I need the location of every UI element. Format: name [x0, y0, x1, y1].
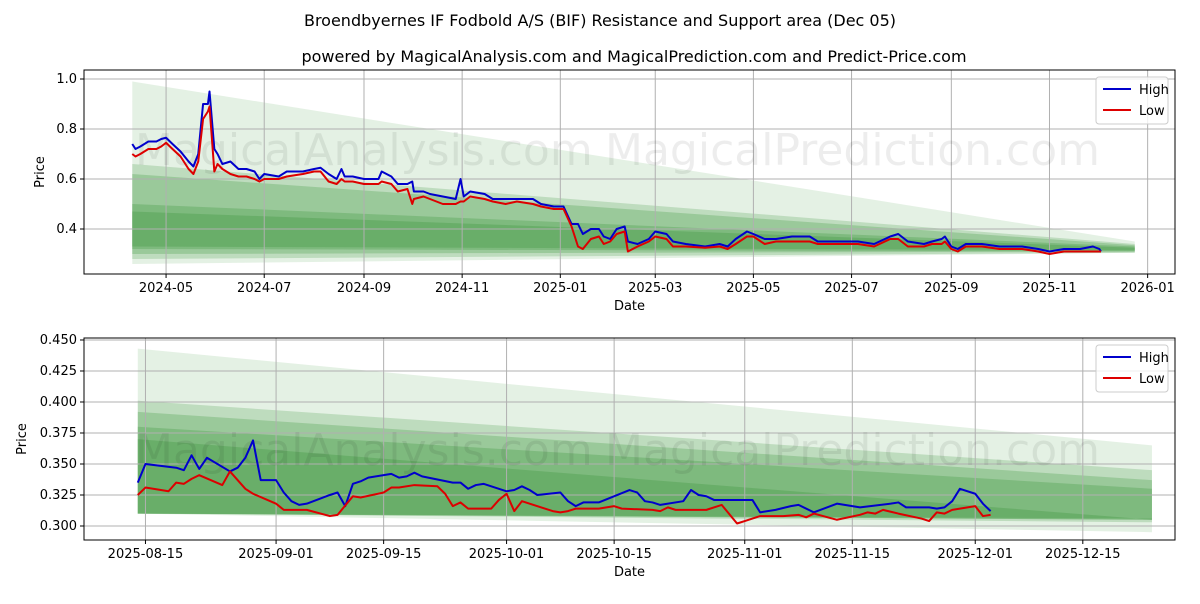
- series-line-high: [131, 90, 1102, 253]
- support-resistance-band: [137, 426, 1152, 520]
- support-resistance-band: [132, 81, 1135, 264]
- support-resistance-band: [137, 411, 1152, 520]
- watermark: MagicalPrediction.com: [605, 125, 1100, 176]
- y-axis-label: Price: [15, 423, 30, 455]
- x-tick-label: 2025-10-01: [469, 547, 545, 562]
- series-line-low: [137, 470, 991, 525]
- y-tick-label: 0.325: [40, 488, 77, 503]
- x-tick-label: 2024-05: [139, 281, 193, 296]
- y-tick-label: 1.0: [56, 72, 77, 87]
- x-tick-label: 2025-09: [924, 281, 978, 296]
- y-tick-label: 0.400: [40, 395, 77, 410]
- series-line-high: [136, 439, 992, 514]
- support-resistance-band: [137, 348, 1152, 533]
- legend-label-high: High: [1139, 351, 1169, 366]
- y-tick-label: 0.350: [40, 457, 77, 472]
- plot-2: 0.300 0.325 0.350 0.375 0.400 0.425 0.450 2025-…: [15, 333, 1176, 580]
- y-tick-label: 0.8: [56, 122, 77, 137]
- watermark: MagicalAnalysis.com: [135, 425, 593, 476]
- y-tick-label: 0.300: [40, 519, 77, 534]
- y-tick-label: 0.375: [40, 426, 77, 441]
- x-tick-label: 2026-01: [1120, 281, 1174, 296]
- axes-frame: [83, 69, 1176, 275]
- x-tick-label: 2025-01: [533, 281, 587, 296]
- chart-title: Broendbyernes IF Fodbold A/S (BIF) Resis…: [304, 11, 896, 30]
- watermark: MagicalAnalysis.com: [135, 125, 593, 176]
- y-axis-label: Price: [33, 156, 48, 188]
- support-resistance-band: [132, 174, 1135, 254]
- x-tick-label: 2024-11: [435, 281, 489, 296]
- x-tick-label: 2025-08-15: [108, 547, 184, 562]
- x-tick-label: 2025-05: [726, 281, 780, 296]
- legend: High Low: [1095, 344, 1169, 393]
- x-tick-label: 2025-12-15: [1045, 547, 1121, 562]
- chart-subtitle: powered by MagicalAnalysis.com and Magic…: [301, 47, 966, 66]
- legend-label-low: Low: [1139, 104, 1165, 119]
- support-resistance-band: [137, 400, 1152, 523]
- x-tick-label: 2025-12-01: [937, 547, 1013, 562]
- x-axis-label: Date: [614, 565, 645, 580]
- support-resistance-band: [137, 439, 1152, 520]
- support-resistance-band: [132, 211, 1135, 251]
- x-tick-label: 2025-11-01: [707, 547, 783, 562]
- x-tick-label: 2025-10-15: [576, 547, 652, 562]
- x-tick-label: 2024-09: [337, 281, 391, 296]
- x-tick-label: 2025-03: [628, 281, 682, 296]
- y-tick-label: 0.6: [56, 172, 77, 187]
- x-tick-label: 2025-11-15: [815, 547, 891, 562]
- legend-label-low: Low: [1139, 372, 1165, 387]
- axes-frame: [83, 337, 1176, 541]
- x-axis-label: Date: [614, 299, 645, 314]
- y-tick-label: 0.450: [40, 333, 77, 348]
- legend-label-high: High: [1139, 83, 1169, 98]
- y-tick-label: 0.425: [40, 364, 77, 379]
- plot-1: 0.4 0.6 0.8 1.0 2024-05 2024-07 2024-09 2024-11…: [33, 69, 1176, 314]
- x-tick-label: 2025-09-01: [238, 547, 314, 562]
- x-tick-label: 2024-07: [237, 281, 291, 296]
- series-line-low: [131, 105, 1101, 255]
- legend: High Low: [1095, 76, 1169, 125]
- x-tick-label: 2025-11: [1022, 281, 1076, 296]
- support-resistance-band: [132, 164, 1135, 259]
- watermark: MagicalPrediction.com: [605, 425, 1100, 476]
- x-tick-label: 2025-07: [824, 281, 878, 296]
- x-tick-label: 2025-09-15: [346, 547, 422, 562]
- y-tick-label: 0.4: [56, 222, 77, 237]
